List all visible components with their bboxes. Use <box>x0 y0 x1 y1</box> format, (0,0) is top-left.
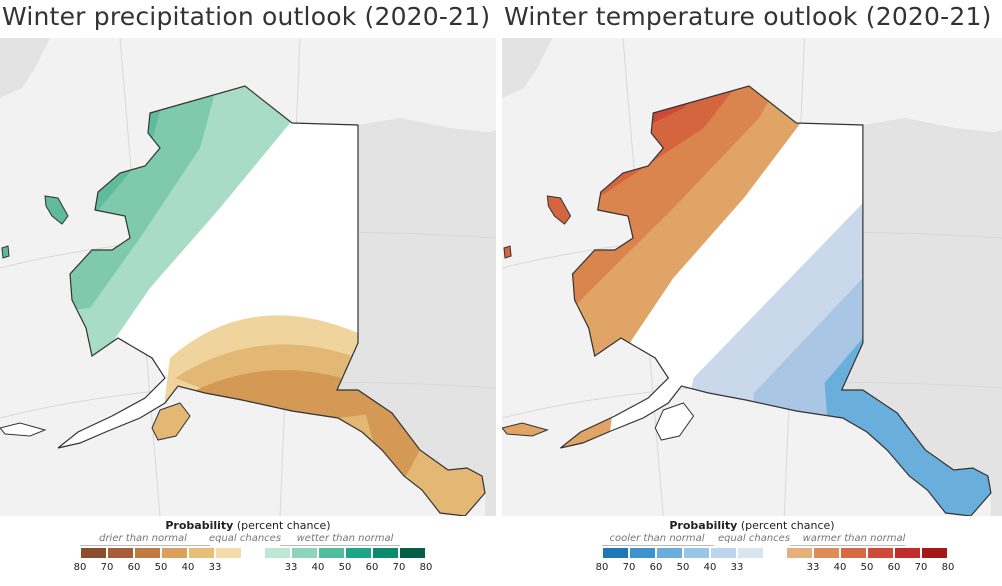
alaska-outline <box>57 85 486 516</box>
legend-swatch-right-4 <box>372 547 399 559</box>
precipitation-legend: Probability (percent chance) drier than … <box>0 516 496 586</box>
canada-land <box>337 118 496 516</box>
legend-tick-left-0: 80 <box>73 562 87 573</box>
legend-right-rule <box>790 545 905 546</box>
legend-tick-right-0: 33 <box>284 562 298 573</box>
legend-cooler-label: cooler than normal <box>609 533 705 544</box>
legend-drier-label: drier than normal <box>99 533 187 544</box>
legend-swatch-right-2 <box>840 547 867 559</box>
legend-swatch-left-0 <box>602 547 629 559</box>
legend-swatch-right-0 <box>786 547 813 559</box>
legend-swatch-left-5 <box>215 547 242 559</box>
legend-swatch-left-0 <box>80 547 107 559</box>
arctic-islands <box>400 126 496 168</box>
legend-tick-left-2: 60 <box>127 562 141 573</box>
legend-equal-label: equal chances <box>717 533 791 544</box>
legend-tick-left-4: 40 <box>181 562 195 573</box>
legend-tick-left-5: 33 <box>730 562 744 573</box>
legend-left-rule <box>602 545 714 546</box>
legend-swatch-left-2 <box>656 547 683 559</box>
legend-tick-right-5: 80 <box>419 562 433 573</box>
legend-tick-left-1: 70 <box>622 562 636 573</box>
legend-tick-right-2: 50 <box>338 562 352 573</box>
legend-wetter-label: wetter than normal <box>296 533 394 544</box>
legend-tick-left-0: 80 <box>595 562 609 573</box>
temperature-legend: Probability (percent chance) cooler than… <box>502 516 1002 586</box>
canada-land <box>841 118 1002 516</box>
kodiak-island <box>654 402 695 441</box>
legend-swatch-left-5 <box>737 547 764 559</box>
legend-tick-right-3: 60 <box>887 562 901 573</box>
zone-drier-50 <box>190 370 380 418</box>
legend-swatch-right-5 <box>399 547 426 559</box>
legend-swatch-left-1 <box>107 547 134 559</box>
legend-swatch-right-3 <box>867 547 894 559</box>
legend-title: Probability (percent chance) <box>669 519 835 532</box>
legend-equal-label: equal chances <box>208 533 282 544</box>
russia-land <box>502 38 553 98</box>
legend-tick-right-5: 80 <box>941 562 955 573</box>
legend-swatch-right-5 <box>921 547 948 559</box>
legend-right-rule <box>280 545 400 546</box>
nunivak-island <box>503 245 512 259</box>
legend-tick-left-3: 50 <box>154 562 168 573</box>
kodiak-island <box>151 402 191 441</box>
russia-land <box>0 38 50 98</box>
legend-swatch-left-3 <box>683 547 710 559</box>
legend-swatch-left-3 <box>161 547 188 559</box>
legend-swatch-right-0 <box>264 547 291 559</box>
legend-swatch-right-1 <box>291 547 318 559</box>
arctic-islands <box>905 126 1002 168</box>
legend-tick-right-2: 50 <box>860 562 874 573</box>
temperature-map-svg <box>502 38 1002 516</box>
legend-tick-left-2: 60 <box>649 562 663 573</box>
precipitation-panel: Winter precipitation outlook (2020-21) <box>0 0 496 586</box>
legend-tick-right-3: 60 <box>365 562 379 573</box>
precipitation-map-svg <box>0 38 496 516</box>
st-lawrence-island <box>546 195 572 225</box>
legend-swatch-left-4 <box>710 547 737 559</box>
zone-drier-40-south <box>360 393 420 478</box>
legend-tick-left-1: 70 <box>100 562 114 573</box>
legend-tick-right-4: 70 <box>914 562 928 573</box>
nunivak-island <box>1 245 10 259</box>
legend-swatch-right-4 <box>894 547 921 559</box>
legend-warmer-label: warmer than normal <box>802 533 906 544</box>
legend-swatch-right-2 <box>318 547 345 559</box>
legend-tick-left-3: 50 <box>676 562 690 573</box>
legend-tick-left-5: 33 <box>208 562 222 573</box>
legend-tick-right-0: 33 <box>806 562 820 573</box>
legend-swatch-left-2 <box>134 547 161 559</box>
legend-tick-right-4: 70 <box>392 562 406 573</box>
alaska-outline <box>560 85 992 516</box>
temperature-map <box>502 38 1002 516</box>
legend-swatch-left-4 <box>188 547 215 559</box>
legend-left-rule <box>80 545 210 546</box>
legend-tick-left-4: 40 <box>703 562 717 573</box>
temperature-panel: Winter temperature outlook (2020-21) <box>502 0 1002 586</box>
legend-tick-right-1: 40 <box>311 562 325 573</box>
legend-swatch-right-1 <box>813 547 840 559</box>
precipitation-title: Winter precipitation outlook (2020-21) <box>2 2 491 31</box>
aleutian-islands <box>0 422 47 437</box>
aleutian-islands <box>502 422 549 437</box>
legend-title: Probability (percent chance) <box>165 519 331 532</box>
st-lawrence-island <box>44 195 69 225</box>
legend-swatch-right-3 <box>345 547 372 559</box>
precipitation-map <box>0 38 496 516</box>
legend-swatch-left-1 <box>629 547 656 559</box>
temperature-title: Winter temperature outlook (2020-21) <box>504 2 992 31</box>
legend-tick-right-1: 40 <box>833 562 847 573</box>
